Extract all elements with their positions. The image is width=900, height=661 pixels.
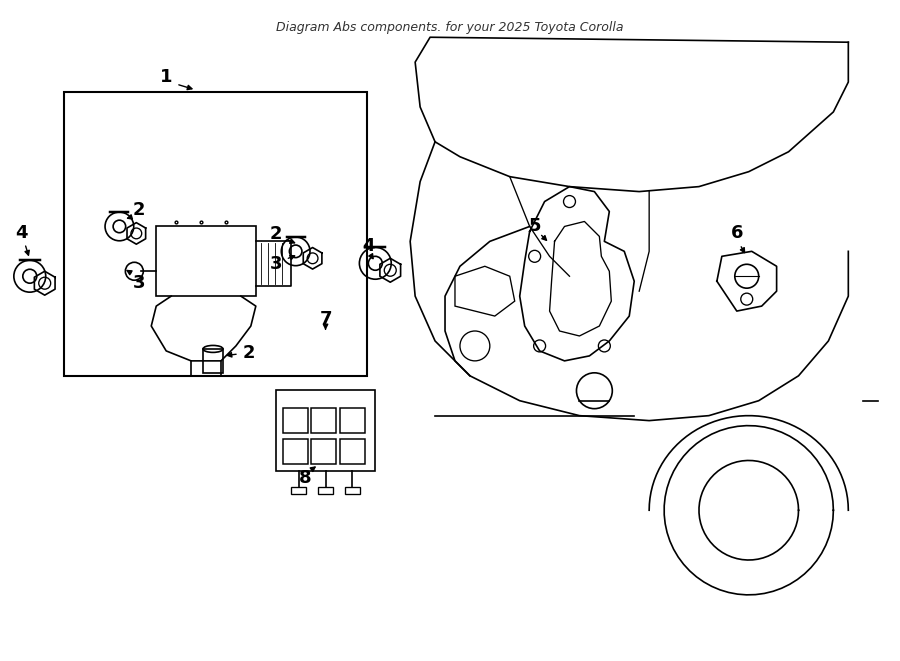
Bar	[311, 408, 337, 433]
Text: 2: 2	[269, 225, 282, 243]
Text: 4: 4	[362, 237, 374, 255]
Text: 3: 3	[269, 255, 282, 273]
Text: 2: 2	[133, 200, 146, 219]
Bar	[283, 439, 308, 464]
Bar	[292, 487, 306, 494]
Bar	[340, 439, 365, 464]
Bar	[276, 390, 374, 471]
Text: Diagram Abs components. for your 2025 Toyota Corolla: Diagram Abs components. for your 2025 To…	[276, 20, 624, 34]
Bar	[346, 487, 360, 494]
Text: 6: 6	[731, 225, 743, 243]
Text: 7: 7	[320, 310, 332, 328]
Bar	[311, 439, 337, 464]
Bar	[340, 408, 365, 433]
Bar	[64, 92, 367, 376]
Text: 5: 5	[528, 217, 541, 235]
Text: 1: 1	[160, 68, 173, 86]
Text: 2: 2	[243, 344, 255, 362]
Text: 8: 8	[300, 469, 312, 487]
Text: 4: 4	[15, 225, 28, 243]
Bar	[203, 349, 223, 373]
Bar	[283, 408, 308, 433]
Bar	[319, 487, 333, 494]
Text: 3: 3	[133, 274, 146, 292]
Bar	[157, 227, 256, 296]
